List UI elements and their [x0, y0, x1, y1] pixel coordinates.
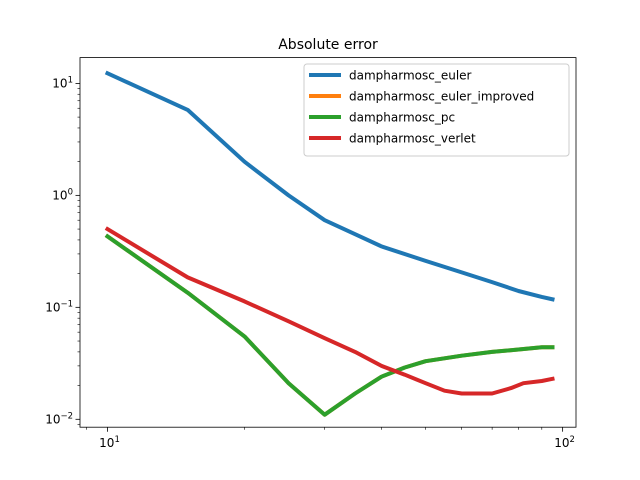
- legend-box: [303, 63, 570, 157]
- axis-ticks: 101 102 101 100 10−1 10−2: [45, 75, 575, 450]
- y-tick-label: 100: [52, 187, 73, 202]
- x-tick-label: 101: [99, 435, 120, 450]
- series-line-dampharmosc-verlet: [104, 226, 555, 396]
- legend-label-dampharmosc-euler: dampharmosc_euler: [349, 69, 472, 83]
- y-tick-label: 10−1: [45, 299, 73, 314]
- legend-label-dampharmosc-pc: dampharmosc_pc: [349, 111, 455, 125]
- series-line-dampharmosc-euler: [104, 70, 555, 302]
- legend-label-dampharmosc-euler-improved: dampharmosc_euler_improved: [349, 90, 534, 104]
- chart-title: Absolute error: [278, 37, 378, 53]
- legend: dampharmosc_euler dampharmosc_euler_impro…: [303, 63, 570, 157]
- series-layer: [104, 70, 555, 417]
- plot-area-frame: [79, 57, 577, 428]
- legend-label-dampharmosc-verlet: dampharmosc_verlet: [349, 132, 476, 146]
- y-tick-label: 101: [52, 75, 73, 90]
- x-tick-label: 102: [554, 435, 575, 450]
- y-tick-label: 10−2: [45, 411, 73, 426]
